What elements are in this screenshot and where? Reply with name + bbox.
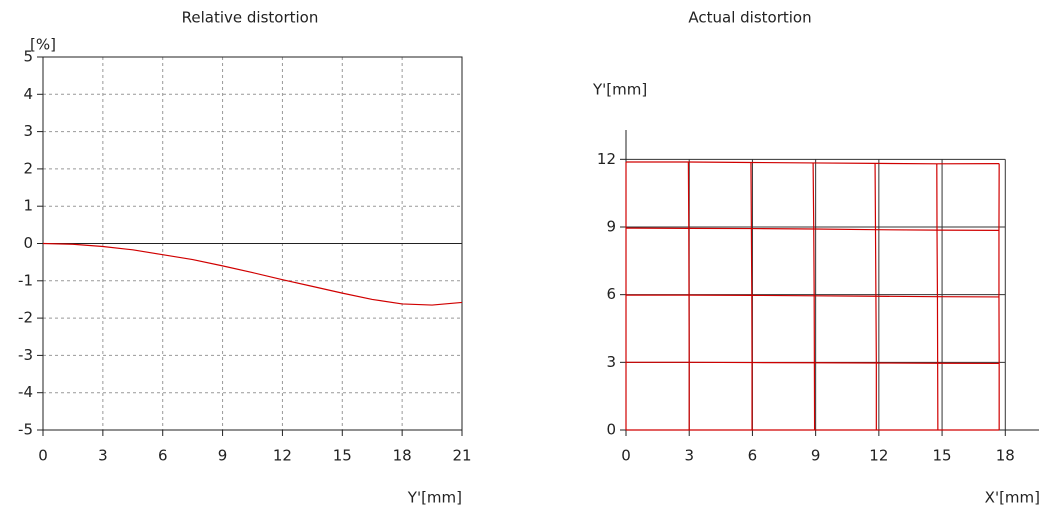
x-tick-label: 15 xyxy=(333,447,352,465)
grid-row-line xyxy=(626,294,999,298)
y-tick-label: 5 xyxy=(23,48,33,66)
x-tick-label: 0 xyxy=(621,447,631,465)
grid-column-line xyxy=(936,163,939,431)
x-axis-label: X'[mm] xyxy=(985,489,1040,507)
x-tick-label: 6 xyxy=(748,447,758,465)
grid-column-line xyxy=(874,163,877,430)
grid-column-line xyxy=(812,162,816,431)
y-tick-label: 0 xyxy=(23,234,33,252)
y-tick-label: 6 xyxy=(606,285,616,303)
y-tick-label: -4 xyxy=(18,383,33,401)
x-tick-label: 6 xyxy=(158,447,168,465)
chart-title: Relative distortion xyxy=(182,9,319,27)
x-tick-label: 12 xyxy=(273,447,292,465)
x-tick-label: 3 xyxy=(98,447,108,465)
y-tick-label: 3 xyxy=(606,353,616,371)
x-tick-label: 18 xyxy=(996,447,1015,465)
y-tick-label: -1 xyxy=(18,271,33,289)
y-tick-label: 4 xyxy=(23,85,33,103)
y-tick-label: -5 xyxy=(18,421,33,439)
x-axis-label: Y'[mm] xyxy=(407,489,462,507)
y-tick-label: 2 xyxy=(23,159,33,177)
chart-title: Actual distortion xyxy=(688,9,811,27)
x-tick-label: 9 xyxy=(218,447,228,465)
x-tick-label: 0 xyxy=(38,447,48,465)
grid-column-line xyxy=(687,162,690,430)
y-tick-label: 0 xyxy=(606,421,616,439)
y-axis-label: Y'[mm] xyxy=(592,81,647,99)
y-axis-label: [%] xyxy=(30,36,56,54)
grid-row-line xyxy=(625,227,999,231)
distortion-line xyxy=(42,242,463,306)
x-tick-label: 3 xyxy=(684,447,694,465)
y-tick-label: 9 xyxy=(606,217,616,235)
x-tick-label: 15 xyxy=(933,447,952,465)
x-tick-label: 18 xyxy=(393,447,412,465)
y-tick-label: 12 xyxy=(597,150,616,168)
x-tick-label: 21 xyxy=(452,447,471,465)
y-tick-label: -3 xyxy=(18,346,33,364)
grid-column-line xyxy=(750,162,753,430)
y-tick-label: 3 xyxy=(23,122,33,140)
y-tick-label: -2 xyxy=(18,309,33,327)
x-tick-label: 12 xyxy=(869,447,888,465)
y-tick-label: 1 xyxy=(23,197,33,215)
x-tick-label: 9 xyxy=(811,447,821,465)
